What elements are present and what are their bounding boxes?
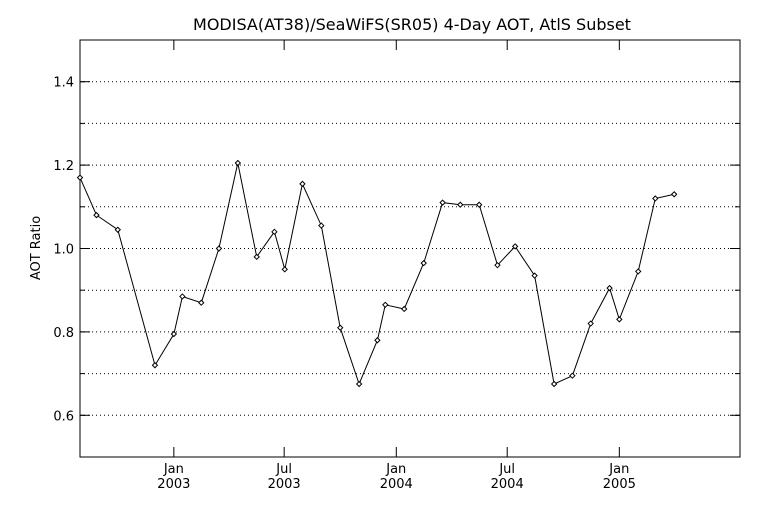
data-point	[635, 268, 642, 275]
y-tick-label-1.0: 1.0	[53, 243, 74, 258]
x-tick-label-year-2: 2004	[380, 477, 413, 492]
data-point	[170, 330, 178, 338]
data-point	[616, 316, 623, 323]
data-point	[114, 226, 121, 233]
x-tick-label-month-3: Jul	[498, 462, 515, 477]
data-point	[475, 201, 483, 208]
y-tick-label-0.6: 0.6	[53, 409, 74, 424]
data-point	[151, 362, 159, 369]
data-point	[652, 195, 659, 202]
data-point	[299, 180, 306, 188]
x-tick-label-month-0: Jan	[163, 462, 184, 477]
data-point	[511, 243, 519, 250]
data-point	[457, 201, 464, 208]
data-point	[569, 372, 576, 379]
x-tick-label-year-0: 2003	[157, 477, 190, 492]
data-point	[374, 337, 381, 344]
y-axis-label: AOT Ratio	[29, 216, 44, 280]
y-tick-label-1.4: 1.4	[53, 76, 74, 91]
y-tick-label-1.2: 1.2	[53, 159, 74, 174]
data-point	[337, 324, 344, 331]
x-tick-label-year-1: 2003	[268, 477, 301, 492]
data-point	[420, 259, 427, 267]
data-point	[179, 293, 186, 300]
data-point	[587, 320, 594, 327]
data-point	[355, 380, 363, 388]
data-point	[382, 301, 389, 309]
data-point	[93, 211, 100, 219]
data-point	[215, 245, 223, 252]
data-point	[198, 299, 205, 306]
x-tick-label-year-3: 2004	[491, 477, 524, 492]
data-point	[318, 222, 325, 229]
series-line-0	[79, 162, 675, 386]
data-point	[234, 159, 242, 167]
data-point	[76, 174, 84, 181]
x-tick-label-year-4: 2005	[603, 477, 636, 492]
data-point	[550, 380, 558, 388]
data-point	[531, 272, 538, 279]
data-point	[670, 191, 678, 198]
data-point	[439, 199, 446, 206]
y-tick-label-0.8: 0.8	[53, 326, 74, 341]
data-point	[271, 228, 278, 236]
grid-lines	[80, 81, 740, 416]
chart-title: MODISA(AT38)/SeaWiFS(SR05) 4-Day AOT, At…	[193, 15, 631, 34]
x-tick-label-month-1: Jul	[275, 462, 292, 477]
plot-frame	[79, 39, 741, 458]
data-point	[281, 266, 288, 273]
x-tick-label-month-2: Jan	[385, 462, 406, 477]
x-tick-label-month-4: Jan	[608, 462, 629, 477]
data-point	[494, 261, 501, 269]
data-point	[401, 305, 408, 313]
data-point	[253, 253, 260, 261]
series-group	[76, 159, 678, 388]
y-axis: 0.6 0.8 1.0 1.2 1.4	[53, 76, 740, 424]
data-point	[606, 284, 613, 292]
